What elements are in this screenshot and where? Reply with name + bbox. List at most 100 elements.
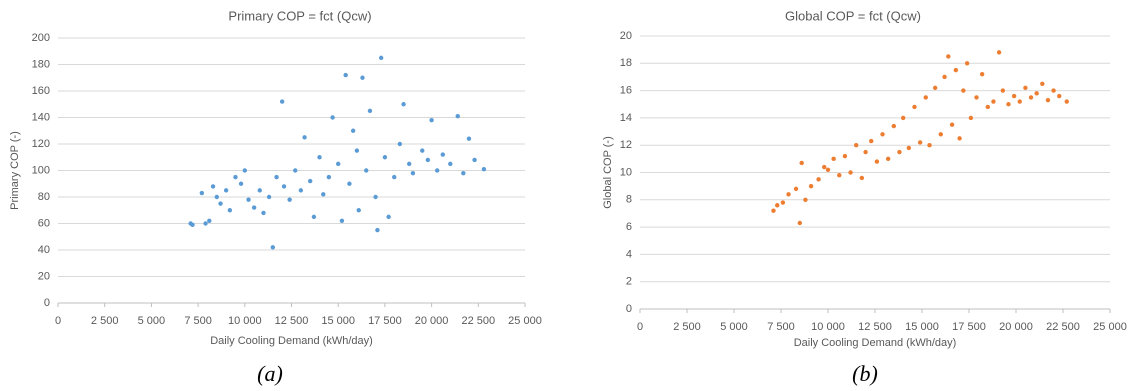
- point: [1040, 81, 1045, 86]
- point: [869, 138, 874, 144]
- point: [803, 197, 808, 202]
- x-tick-label: 25 000: [508, 315, 542, 327]
- point: [953, 67, 959, 73]
- point: [1051, 88, 1056, 93]
- point: [326, 174, 332, 180]
- point: [364, 168, 369, 173]
- y-tick-label: 10: [620, 166, 632, 178]
- x-tick-label: 12 500: [858, 321, 892, 333]
- y-tick-label: 16: [620, 85, 632, 97]
- y-tick-label: 0: [44, 297, 50, 309]
- x-tick-label: 17 500: [952, 321, 986, 333]
- point: [455, 113, 460, 119]
- point: [912, 104, 917, 110]
- y-tick-label: 100: [32, 164, 50, 176]
- x-tick-label: 2 500: [673, 321, 701, 333]
- point: [1023, 85, 1028, 91]
- point: [203, 221, 208, 226]
- y-tick-label: 4: [626, 248, 632, 260]
- point: [771, 208, 776, 213]
- point: [287, 197, 292, 202]
- point: [961, 88, 966, 93]
- y-axis-title: Global COP (-): [602, 136, 614, 209]
- point: [799, 160, 804, 166]
- point: [401, 102, 406, 107]
- caption: (a): [257, 361, 283, 386]
- point: [410, 170, 416, 176]
- point: [429, 117, 434, 123]
- x-tick-label: 22 500: [1046, 321, 1080, 333]
- x-tick-label: 22 500: [461, 315, 495, 327]
- point: [373, 194, 378, 200]
- point: [307, 178, 313, 184]
- point: [1045, 97, 1051, 103]
- point: [825, 167, 831, 172]
- point: [339, 218, 345, 224]
- point: [210, 184, 216, 189]
- point: [367, 108, 373, 114]
- x-tick-label: 10 000: [228, 315, 262, 327]
- point: [440, 152, 446, 157]
- y-tick-label: 8: [626, 194, 632, 206]
- point: [1011, 93, 1017, 99]
- y-tick-label: 18: [620, 57, 632, 69]
- point: [822, 164, 827, 170]
- point: [302, 135, 307, 140]
- point: [837, 173, 842, 178]
- caption: (b): [852, 361, 878, 386]
- point: [242, 168, 247, 173]
- x-tick-label: 10 000: [811, 321, 845, 333]
- point: [420, 148, 425, 153]
- point: [927, 143, 932, 148]
- point: [356, 208, 361, 213]
- point: [1057, 93, 1062, 99]
- point: [354, 148, 360, 153]
- point: [321, 192, 326, 197]
- point: [274, 174, 279, 180]
- point: [979, 72, 985, 77]
- point: [793, 186, 799, 192]
- y-tick-label: 6: [626, 221, 632, 233]
- point: [238, 181, 244, 186]
- y-tick-label: 20: [38, 270, 50, 282]
- point: [298, 188, 304, 193]
- point: [1000, 88, 1006, 93]
- point: [223, 188, 229, 193]
- x-axis-title: Daily Cooling Demand (kWh/day): [794, 337, 957, 349]
- point: [233, 174, 238, 180]
- point: [481, 166, 487, 172]
- point: [996, 50, 1002, 55]
- y-tick-label: 60: [38, 217, 50, 229]
- point: [1034, 91, 1039, 96]
- x-tick-label: 5 000: [138, 315, 166, 327]
- point: [891, 123, 896, 129]
- point: [461, 170, 466, 176]
- point: [406, 161, 412, 167]
- point: [330, 115, 335, 120]
- point: [991, 99, 996, 104]
- point: [397, 141, 403, 147]
- y-tick-label: 160: [32, 85, 50, 97]
- x-tick-label: 15 000: [905, 321, 939, 333]
- point: [885, 156, 891, 162]
- point: [227, 208, 233, 213]
- point: [293, 168, 298, 173]
- point: [448, 161, 453, 167]
- point: [974, 95, 979, 100]
- point: [874, 159, 880, 164]
- point: [472, 157, 477, 163]
- y-axis-title: Primary COP (-): [9, 131, 21, 210]
- point: [350, 128, 356, 133]
- point: [246, 197, 251, 202]
- point: [257, 188, 262, 193]
- x-tick-label: 7 500: [184, 315, 212, 327]
- point: [336, 161, 341, 167]
- point: [906, 145, 912, 151]
- point: [347, 181, 352, 186]
- point: [964, 61, 970, 66]
- x-tick-label: 15 000: [321, 315, 355, 327]
- point: [1006, 102, 1011, 107]
- x-tick-label: 2 500: [91, 315, 119, 327]
- x-tick-label: 7 500: [767, 321, 795, 333]
